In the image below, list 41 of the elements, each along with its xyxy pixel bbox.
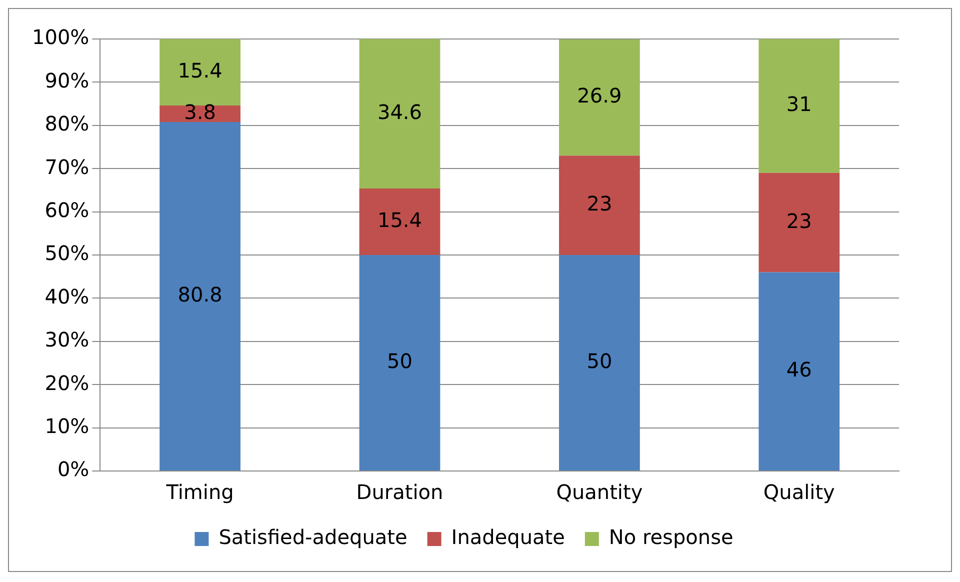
x-tick-label: Duration (356, 480, 444, 504)
legend-label: No response (608, 525, 734, 550)
bar (758, 272, 840, 470)
bar (758, 39, 840, 173)
bar (160, 122, 240, 470)
y-tick-label: 30% (44, 328, 90, 352)
data-label: 3.8 (184, 100, 216, 124)
y-tick-label: 70% (44, 154, 90, 179)
data-label: 34.6 (377, 100, 422, 124)
data-label: 15.4 (178, 58, 222, 82)
data-label: 80.8 (178, 282, 222, 306)
x-tick-label: Timing (165, 480, 234, 504)
y-tick-label: 0% (57, 457, 90, 482)
data-label: 31 (786, 92, 812, 116)
bar (160, 39, 240, 106)
legend-label: Inadequate (451, 525, 565, 550)
y-tick-label: 40% (44, 284, 90, 308)
legend-label: Satisfied-adequate (218, 525, 408, 550)
x-tick-label: Quantity (556, 480, 643, 504)
y-tick-label: 90% (44, 68, 90, 92)
y-tick-label: 10% (44, 414, 90, 438)
y-tick-label: 60% (44, 198, 90, 222)
y-tick-label: 100% (32, 25, 90, 50)
bar (359, 188, 440, 255)
data-label: 50 (387, 348, 412, 373)
data-label: 26.9 (577, 84, 622, 108)
bar (559, 39, 640, 156)
data-label: 15.4 (377, 208, 422, 232)
bar (758, 172, 840, 272)
x-tick-label: Quality (763, 480, 836, 504)
data-label: 23 (586, 192, 612, 216)
data-label: 23 (786, 208, 812, 233)
data-label: 46 (786, 358, 812, 382)
y-tick-label: 50% (44, 241, 90, 266)
data-label: 50 (586, 348, 612, 373)
y-tick-label: 80% (44, 112, 90, 136)
bar (559, 255, 640, 470)
y-tick-label: 20% (44, 370, 90, 395)
bar (559, 156, 640, 255)
bar (359, 39, 440, 188)
bar (359, 255, 440, 470)
